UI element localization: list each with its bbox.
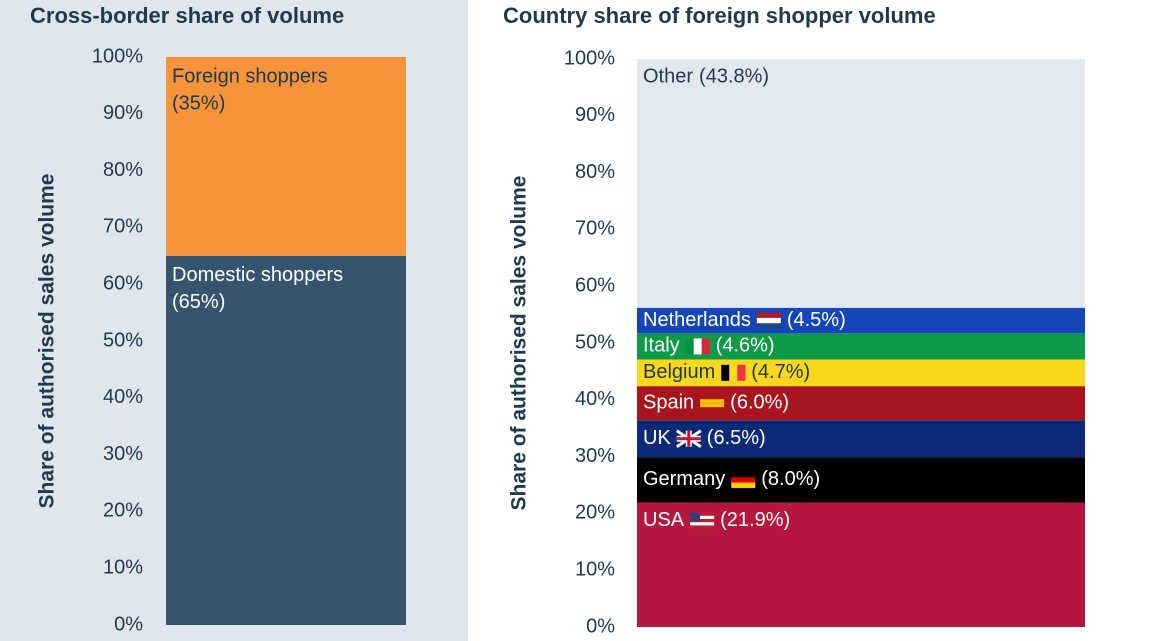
flag-icon — [731, 471, 756, 489]
y-tick-label: 10% — [575, 558, 615, 580]
y-axis-title: Share of authorised sales volume — [36, 174, 59, 509]
segment-label: Germany — [643, 468, 725, 490]
segment-value-label: (6.0%) — [730, 391, 789, 413]
y-tick-label: 40% — [103, 386, 143, 408]
segment-label: USA — [643, 509, 685, 531]
y-tick-label: 60% — [103, 272, 143, 294]
chart-title: Country share of foreign shopper volume — [503, 3, 936, 28]
flag-part — [690, 519, 715, 523]
y-tick-label: 20% — [103, 500, 143, 522]
flag-part — [690, 512, 701, 522]
y-tick-label: 0% — [114, 613, 143, 635]
bar-segment — [637, 333, 1085, 360]
flag-icon — [721, 364, 746, 381]
flag-part — [685, 338, 694, 355]
bar-segment — [637, 359, 1085, 387]
bar-segment — [166, 255, 406, 626]
flag-part — [756, 323, 781, 329]
y-tick-label: 10% — [103, 556, 143, 578]
bar-segment — [637, 307, 1085, 334]
y-tick-label: 70% — [103, 216, 143, 238]
y-tick-label: 30% — [103, 443, 143, 465]
flag-icon — [700, 395, 725, 412]
segment-label: Italy — [643, 335, 680, 357]
flag-icon — [675, 429, 702, 448]
flag-part — [731, 482, 756, 489]
flag-part — [690, 515, 715, 520]
flag-icon — [685, 338, 710, 355]
flag-part — [690, 525, 715, 529]
y-tick-label: 40% — [575, 388, 615, 410]
y-tick-label: 100% — [564, 47, 615, 69]
y-tick-label: 50% — [103, 329, 143, 351]
segment-value-label: (4.7%) — [751, 361, 810, 383]
flag-part — [700, 399, 725, 404]
bar-segment — [637, 59, 1085, 308]
flag-icon — [690, 512, 715, 529]
y-tick-label: 60% — [575, 274, 615, 296]
flag-part — [700, 407, 725, 412]
y-tick-label: 0% — [586, 615, 615, 637]
segment-label: Spain — [643, 391, 694, 413]
y-axis-title: Share of authorised sales volume — [508, 176, 531, 511]
flag-part — [700, 403, 725, 408]
flag-part — [756, 317, 781, 324]
flag-icon — [756, 312, 781, 329]
y-tick-label: 80% — [575, 161, 615, 183]
segment-value-label: (21.9%) — [720, 509, 790, 531]
segment-label: UK — [643, 427, 671, 449]
flag-part — [701, 338, 710, 355]
flag-part — [737, 364, 746, 381]
segment-value-label: (4.6%) — [716, 335, 775, 357]
y-tick-label: 90% — [575, 104, 615, 126]
segment-value-label: (4.5%) — [787, 309, 846, 331]
flag-part — [700, 395, 725, 400]
y-tick-label: 20% — [575, 502, 615, 524]
segment-label: Netherlands — [643, 309, 751, 331]
segment-value-label: (6.5%) — [707, 427, 766, 449]
chart-title: Cross-border share of volume — [30, 3, 344, 28]
flag-part — [729, 364, 738, 381]
y-tick-label: 30% — [575, 445, 615, 467]
segment-value-label: (43.8%) — [699, 65, 769, 87]
flag-part — [731, 477, 756, 483]
bar-segment — [637, 457, 1085, 503]
segment-value-label: (65%) — [172, 291, 225, 313]
y-tick-label: 70% — [575, 218, 615, 240]
segment-label: Belgium — [643, 361, 715, 383]
segment-value-label: (8.0%) — [761, 468, 820, 490]
y-tick-label: 90% — [103, 102, 143, 124]
bar-segment — [637, 420, 1085, 458]
y-tick-label: 100% — [92, 45, 143, 67]
flag-part — [731, 471, 756, 478]
flag-part — [687, 430, 691, 447]
segment-value-label: (35%) — [172, 92, 225, 114]
segment-label: Other — [643, 65, 693, 87]
bar-segment — [166, 57, 406, 256]
y-tick-label: 50% — [575, 331, 615, 353]
y-tick-label: 80% — [103, 159, 143, 181]
segment-label: Domestic shoppers — [172, 264, 343, 286]
flag-part — [756, 312, 781, 319]
flag-part — [721, 364, 730, 381]
flag-part — [693, 338, 702, 355]
flag-part — [690, 512, 715, 517]
flag-part — [690, 522, 715, 526]
segment-label: Foreign shoppers — [172, 65, 328, 87]
